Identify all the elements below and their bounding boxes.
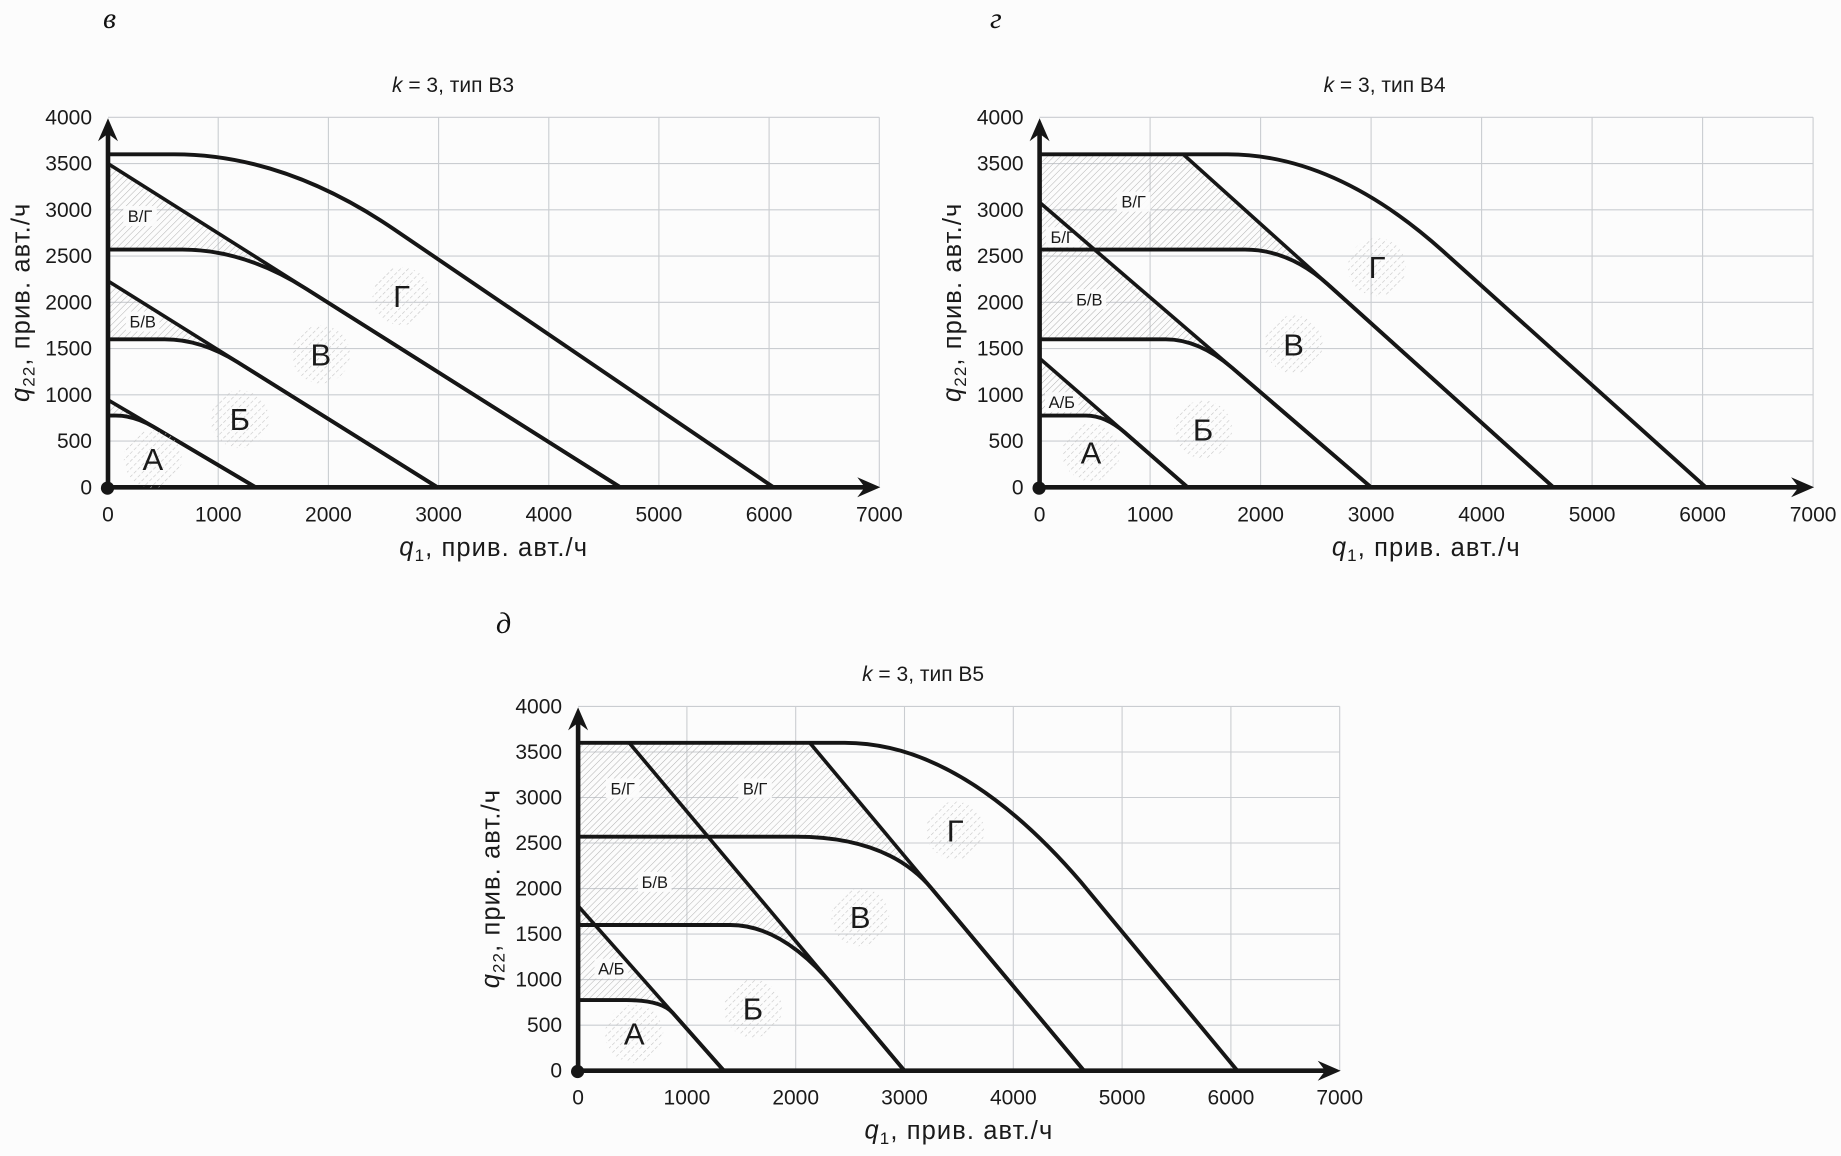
svg-text:1000: 1000 — [515, 969, 562, 992]
svg-text:3500: 3500 — [977, 153, 1024, 176]
svg-text:Б/В: Б/В — [1076, 291, 1102, 309]
svg-text:q22, прив. авт./ч: q22, прив. авт./ч — [7, 203, 39, 402]
svg-text:А/Б: А/Б — [598, 961, 624, 979]
svg-text:k = 3, тип В5: k = 3, тип В5 — [862, 663, 984, 686]
svg-text:Б/В: Б/В — [642, 874, 668, 892]
svg-text:4000: 4000 — [977, 106, 1024, 129]
svg-text:В/Г: В/Г — [743, 780, 768, 798]
svg-text:3000: 3000 — [515, 787, 562, 810]
svg-text:Б: Б — [743, 992, 763, 1027]
svg-text:1000: 1000 — [45, 384, 92, 407]
svg-text:1000: 1000 — [977, 384, 1024, 407]
svg-text:2000: 2000 — [45, 291, 92, 314]
svg-text:в: в — [103, 2, 116, 35]
svg-text:6000: 6000 — [1208, 1087, 1255, 1110]
svg-text:0: 0 — [1012, 476, 1024, 499]
svg-text:Б: Б — [230, 402, 250, 437]
svg-text:1000: 1000 — [195, 503, 242, 526]
svg-text:Г: Г — [947, 814, 964, 849]
svg-text:2500: 2500 — [515, 832, 562, 855]
svg-text:Г: Г — [1369, 250, 1386, 285]
svg-text:4000: 4000 — [45, 106, 92, 129]
svg-text:г: г — [990, 2, 1002, 35]
svg-text:В: В — [311, 337, 332, 372]
svg-text:5000: 5000 — [636, 503, 683, 526]
svg-text:2000: 2000 — [305, 503, 352, 526]
svg-text:В/Г: В/Г — [1121, 194, 1146, 212]
svg-text:2500: 2500 — [45, 245, 92, 268]
svg-text:4000: 4000 — [990, 1087, 1037, 1110]
svg-text:500: 500 — [57, 430, 92, 453]
svg-text:1500: 1500 — [45, 338, 92, 361]
svg-text:0: 0 — [80, 476, 92, 499]
svg-text:k = 3, тип В4: k = 3, тип В4 — [1324, 74, 1446, 97]
svg-text:1000: 1000 — [1127, 503, 1174, 526]
svg-text:q1, прив. авт./ч: q1, прив. авт./ч — [1332, 533, 1521, 565]
svg-text:1000: 1000 — [664, 1087, 711, 1110]
svg-text:А/Б: А/Б — [1049, 394, 1075, 412]
svg-text:6000: 6000 — [1679, 503, 1726, 526]
svg-text:7000: 7000 — [1790, 503, 1837, 526]
svg-text:Б/Г: Б/Г — [1051, 229, 1075, 247]
svg-text:Б: Б — [1193, 413, 1213, 448]
svg-text:q1, прив. авт./ч: q1, прив. авт./ч — [399, 533, 588, 565]
svg-text:3000: 3000 — [45, 199, 92, 222]
svg-text:q1, прив. авт./ч: q1, прив. авт./ч — [864, 1117, 1053, 1149]
svg-text:2500: 2500 — [977, 245, 1024, 268]
svg-text:2000: 2000 — [772, 1087, 819, 1110]
svg-text:1500: 1500 — [515, 923, 562, 946]
svg-text:3000: 3000 — [881, 1087, 928, 1110]
svg-text:3000: 3000 — [1348, 503, 1395, 526]
svg-text:3500: 3500 — [515, 741, 562, 764]
svg-text:3500: 3500 — [45, 153, 92, 176]
svg-text:д: д — [496, 607, 511, 640]
svg-text:k = 3, тип В3: k = 3, тип В3 — [392, 74, 514, 97]
svg-text:Г: Г — [393, 279, 410, 314]
svg-text:В: В — [1283, 327, 1304, 362]
svg-text:0: 0 — [550, 1060, 562, 1083]
svg-text:2000: 2000 — [515, 878, 562, 901]
svg-text:2000: 2000 — [977, 291, 1024, 314]
svg-text:6000: 6000 — [746, 503, 793, 526]
svg-text:А: А — [142, 442, 163, 477]
svg-text:2000: 2000 — [1237, 503, 1284, 526]
svg-text:4000: 4000 — [1458, 503, 1505, 526]
svg-text:Б/В: Б/В — [129, 314, 155, 332]
svg-text:0: 0 — [1034, 503, 1046, 526]
svg-text:3000: 3000 — [977, 199, 1024, 222]
svg-text:1500: 1500 — [977, 338, 1024, 361]
svg-text:Б/Г: Б/Г — [611, 780, 635, 798]
svg-text:4000: 4000 — [525, 503, 572, 526]
svg-text:В/Г: В/Г — [128, 208, 153, 226]
svg-text:0: 0 — [102, 503, 114, 526]
svg-text:А: А — [1081, 435, 1102, 470]
svg-text:5000: 5000 — [1569, 503, 1616, 526]
svg-text:7000: 7000 — [856, 503, 903, 526]
svg-text:В: В — [850, 900, 871, 935]
svg-text:500: 500 — [989, 430, 1024, 453]
svg-text:5000: 5000 — [1099, 1087, 1146, 1110]
svg-text:7000: 7000 — [1316, 1087, 1363, 1110]
svg-text:q22, прив. авт./ч: q22, прив. авт./ч — [477, 789, 509, 988]
svg-text:4000: 4000 — [515, 695, 562, 718]
svg-text:q22, прив. авт./ч: q22, прив. авт./ч — [939, 203, 971, 402]
svg-text:3000: 3000 — [415, 503, 462, 526]
svg-text:0: 0 — [572, 1087, 584, 1110]
svg-text:А: А — [624, 1017, 645, 1052]
svg-text:500: 500 — [527, 1014, 562, 1037]
